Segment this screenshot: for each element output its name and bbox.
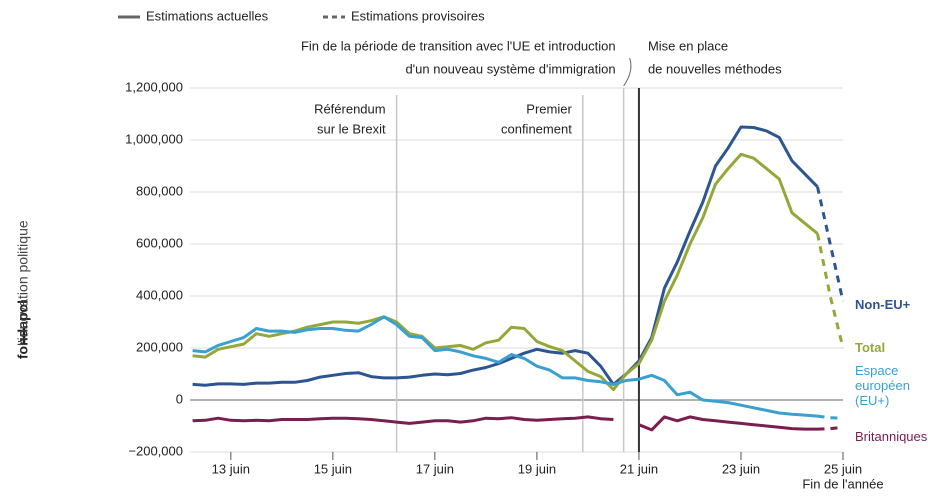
series-label: Total [855,340,886,355]
y-tick-label: 200,000 [136,339,183,354]
x-tick-label: 19 juin [518,461,556,476]
x-tick-label: 25 juin [824,461,862,476]
series-label: Espace européen (EU+) [855,363,910,408]
legend-label: Estimations provisoires [351,8,485,23]
x-tick-label: 21 juin [620,461,658,476]
series-label: Non-EU+ [855,297,911,312]
x-tick-label: 15 juin [314,461,352,476]
series-line [192,152,819,392]
brand-tagline: l'innovation politique [15,220,31,346]
brand-name: fondapol [15,300,31,359]
y-tick-label: 0 [176,391,183,406]
series-provisional [817,425,844,431]
annotation: sur le Brexit [317,121,386,136]
y-tick-label: 400,000 [136,287,183,302]
series-line [192,415,818,432]
annotation: d'un nouveau système d'immigration [405,61,615,76]
annotation: de nouvelles méthodes [648,61,782,76]
x-tick-label: 17 juin [416,461,454,476]
legend-label: Estimations actuelles [146,8,269,23]
series-provisional [817,414,844,420]
series-line [192,125,819,387]
series-label: Britanniques [855,429,928,444]
annotation: Mise en place [648,38,728,53]
annotation: Référendum [314,101,386,116]
spacer [18,312,22,313]
y-tick-label: 1,200,000 [125,79,183,94]
annotation-arrow [623,57,632,87]
x-tick-label: 13 juin [212,461,250,476]
annotation: Fin de la période de transition avec l'U… [301,38,616,53]
series-line [192,315,818,418]
y-tick-label: 1,000,000 [125,131,183,146]
series-provisional [816,186,845,302]
y-tick-label: −200,000 [128,443,183,458]
x-tick-label: 23 juin [722,461,760,476]
annotation: confinement [501,121,572,136]
y-tick-label: 800,000 [136,183,183,198]
x-end-note: Fin de l'année [802,476,883,491]
annotation: Premier [526,101,572,116]
y-tick-label: 600,000 [136,235,183,250]
